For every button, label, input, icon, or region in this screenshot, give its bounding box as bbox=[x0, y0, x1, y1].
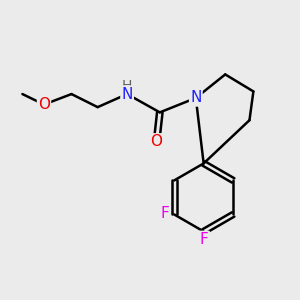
Text: F: F bbox=[161, 206, 170, 220]
Text: H: H bbox=[121, 79, 132, 92]
Text: O: O bbox=[38, 97, 50, 112]
Text: O: O bbox=[151, 134, 163, 149]
Text: N: N bbox=[190, 91, 202, 106]
Text: F: F bbox=[200, 232, 209, 247]
Text: N: N bbox=[122, 87, 133, 102]
